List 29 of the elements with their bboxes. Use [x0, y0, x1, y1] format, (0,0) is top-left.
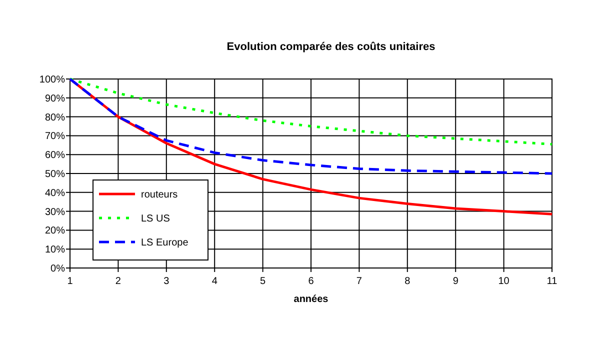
line-series [68, 78, 554, 146]
x-tick-label: 3 [164, 276, 170, 287]
x-tick-label: 4 [212, 276, 218, 287]
y-tick-label: 90% [44, 93, 66, 104]
x-tick-label: 2 [115, 276, 122, 287]
y-tick-label: 100% [39, 74, 66, 86]
y-tick-label: 20% [44, 226, 66, 237]
y-tick-label: 70% [44, 131, 66, 142]
x-tick-label: 7 [356, 276, 362, 287]
x-tick-label: 10 [498, 276, 510, 287]
x-tick-label: 6 [308, 276, 314, 287]
x-tick-label: 8 [404, 276, 411, 287]
x-tick-label: 11 [546, 276, 558, 287]
chart-title: Evolution comparée des coûts unitaires [226, 41, 436, 53]
y-tick-label: 0% [50, 264, 66, 274]
x-tick-label: 1 [67, 276, 74, 287]
y-tick-label: 60% [44, 150, 66, 162]
legend-label: LS US [141, 214, 170, 224]
legend-label: LS Europe [141, 238, 189, 248]
y-tick-label: 50% [44, 169, 66, 180]
y-tick-label: 80% [44, 112, 66, 124]
y-tick-label: 10% [44, 244, 66, 256]
x-tick-label: 9 [452, 276, 459, 287]
x-tick-label: 5 [260, 276, 266, 287]
legend-label: routeurs [141, 190, 178, 200]
x-axis-title: années [294, 294, 329, 305]
y-tick-label: 30% [44, 206, 66, 218]
y-tick-label: 40% [44, 188, 66, 199]
line-series [68, 78, 554, 175]
